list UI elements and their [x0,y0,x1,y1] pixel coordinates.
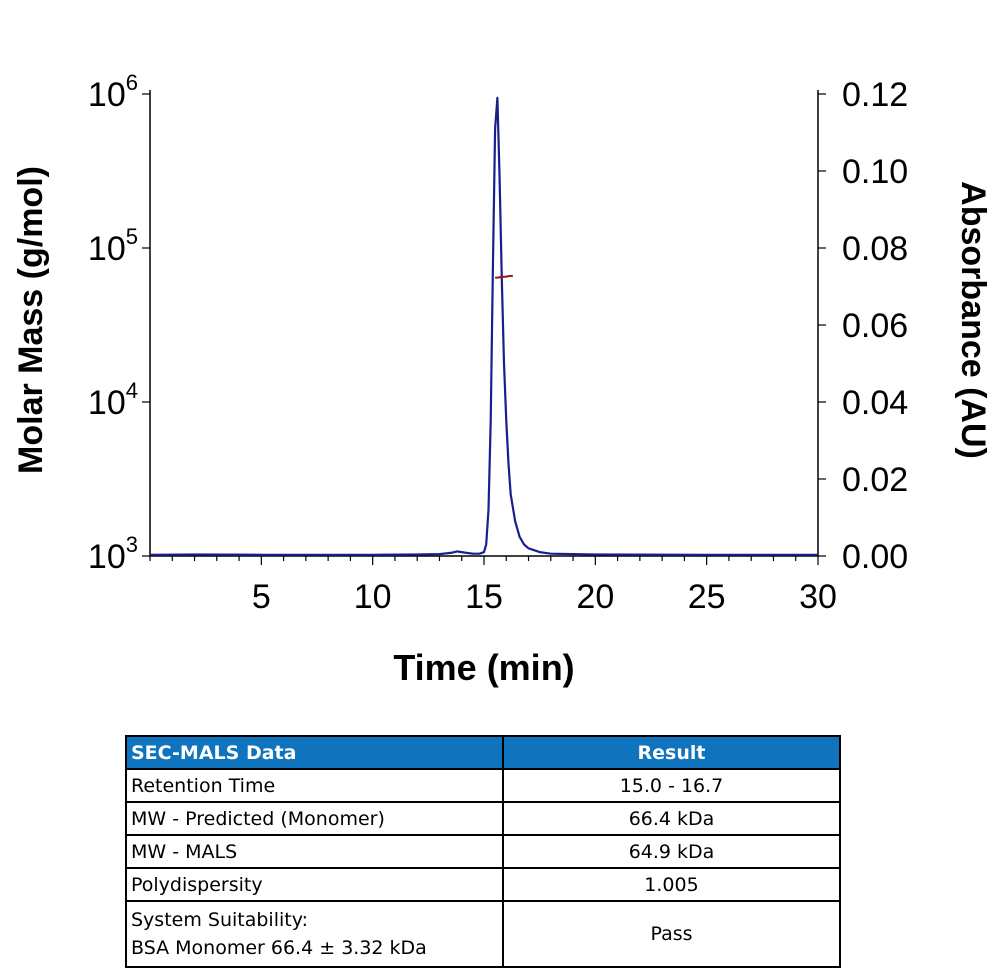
left-y-tick-label: 103 [88,532,138,576]
left-y-tick-label: 104 [88,378,138,422]
table-row: MW - MALS 64.9 kDa [125,834,841,869]
absorbance-series [149,96,818,556]
right-y-tick-label: 0.06 [842,307,908,345]
row-label: MW - MALS [125,834,504,869]
right-y-tick-label: 0.10 [842,153,908,191]
table-row: System Suitability: BSA Monomer 66.4 ± 3… [125,900,841,968]
row-value: 1.005 [502,867,841,902]
left-y-axis-title: Molar Mass (g/mol) [12,166,50,474]
row-label: System Suitability: BSA Monomer 66.4 ± 3… [125,900,504,968]
table-header-row: SEC-MALS Data Result [125,735,841,770]
table-row: Polydispersity 1.005 [125,867,841,902]
row-label-line: BSA Monomer 66.4 ± 3.32 kDa [131,937,427,959]
left-y-axis-ticks: 103 104 105 106 [88,70,150,576]
right-y-tick-label: 0.04 [842,384,908,422]
x-tick-label: 10 [354,578,392,616]
right-y-tick-label: 0.08 [842,230,908,268]
x-tick-label: 20 [576,578,614,616]
table-header-data: SEC-MALS Data [125,735,504,770]
left-y-tick-label: 106 [88,70,138,114]
table-row: MW - Predicted (Monomer) 66.4 kDa [125,801,841,836]
row-value: 64.9 kDa [502,834,841,869]
x-tick-label: 25 [688,578,726,616]
row-label: MW - Predicted (Monomer) [125,801,504,836]
x-axis-title: Time (min) [393,647,574,688]
molar-mass-series [495,274,514,279]
table-header-result: Result [502,735,841,770]
results-table: SEC-MALS Data Result Retention Time 15.0… [125,735,841,968]
right-y-tick-label: 0.02 [842,461,908,499]
x-tick-label: 30 [799,578,837,616]
right-y-tick-label: 0.00 [842,538,908,576]
right-y-axis-title: Absorbance (AU) [954,181,992,459]
right-y-axis-ticks: 0.00 0.02 0.04 0.06 0.08 0.10 0.12 [818,76,908,576]
row-label: Polydispersity [125,867,504,902]
x-tick-label: 5 [252,578,271,616]
x-axis-ticks: 5 10 15 20 25 30 [149,556,837,616]
row-label: Retention Time [125,768,504,803]
row-value: 15.0 - 16.7 [502,768,841,803]
table-row: Retention Time 15.0 - 16.7 [125,768,841,803]
series-layer [149,96,818,556]
right-y-tick-label: 0.12 [842,76,908,114]
row-value: 66.4 kDa [502,801,841,836]
left-y-tick-label: 105 [88,224,138,268]
row-label-line: System Suitability: [131,909,308,931]
row-value: Pass [502,900,841,968]
x-tick-label: 15 [465,578,503,616]
